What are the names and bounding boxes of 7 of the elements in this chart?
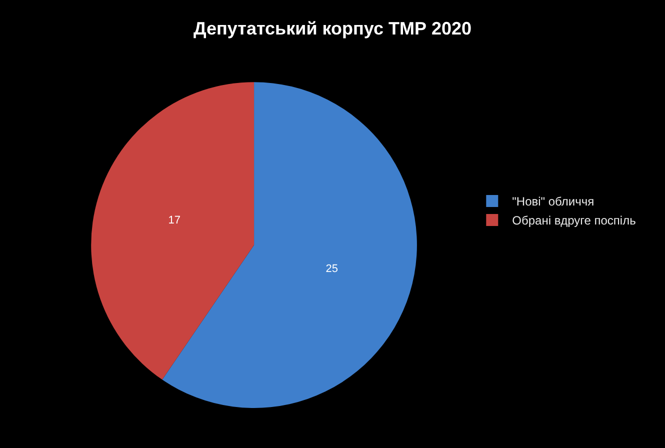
legend-label: "Нові" обличчя: [512, 194, 594, 209]
data-label: 17: [168, 214, 181, 226]
data-label: 25: [326, 263, 338, 276]
pie-slice: [91, 82, 254, 380]
chart-title: Депутатський корпус ТМР 2020: [193, 18, 472, 38]
legend-label: Обрані вдруге поспіль: [512, 214, 636, 228]
pie-slice: [162, 82, 417, 408]
